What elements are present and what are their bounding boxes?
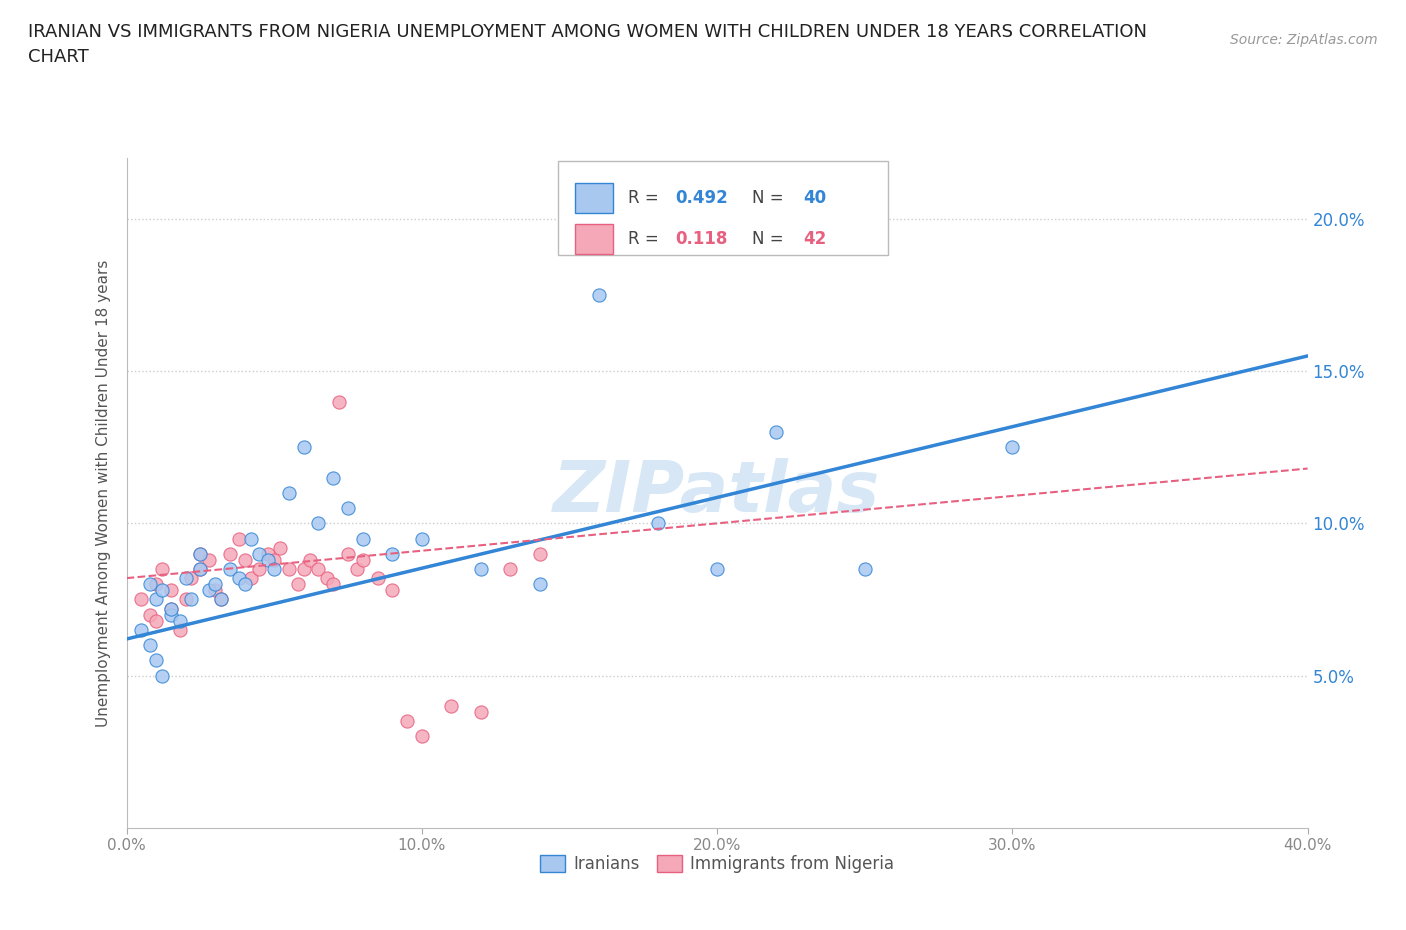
Point [188, 562, 212, 577]
Point [188, 546, 212, 561]
Point [308, 562, 330, 577]
Text: 0.492: 0.492 [676, 189, 728, 206]
Point [160, 601, 183, 616]
Point [529, 577, 551, 591]
Point [470, 562, 492, 577]
Point [499, 562, 522, 577]
Point [169, 613, 191, 628]
Point [411, 531, 433, 546]
Point [204, 577, 226, 591]
Point [228, 571, 250, 586]
Point [139, 577, 162, 591]
Point [278, 485, 301, 500]
Text: N =: N = [752, 230, 789, 247]
Point [198, 552, 221, 567]
Point [233, 577, 256, 591]
Point [180, 592, 202, 607]
Point [257, 552, 280, 567]
Point [367, 571, 389, 586]
Point [322, 471, 344, 485]
Point [150, 562, 173, 577]
Point [263, 562, 285, 577]
Point [257, 546, 280, 561]
Point [209, 592, 232, 607]
Point [129, 622, 153, 637]
Point [188, 562, 212, 577]
Point [145, 592, 167, 607]
FancyBboxPatch shape [558, 162, 889, 255]
Point [298, 552, 321, 567]
Point [219, 546, 242, 561]
Text: R =: R = [628, 189, 665, 206]
Point [308, 516, 330, 531]
Point [150, 668, 173, 683]
Text: Source: ZipAtlas.com: Source: ZipAtlas.com [1230, 33, 1378, 46]
Point [145, 653, 167, 668]
Text: 40: 40 [803, 189, 827, 206]
Point [269, 540, 291, 555]
Point [1001, 440, 1024, 455]
Point [150, 583, 173, 598]
Point [352, 531, 374, 546]
Point [411, 729, 433, 744]
Text: CHART: CHART [28, 48, 89, 66]
Bar [575, 224, 613, 254]
Point [440, 698, 463, 713]
Point [647, 516, 669, 531]
Point [204, 583, 226, 598]
Point [139, 607, 162, 622]
Point [233, 552, 256, 567]
Text: N =: N = [752, 189, 789, 206]
Point [278, 562, 301, 577]
Point [209, 592, 232, 607]
Point [169, 622, 191, 637]
Text: ZIPatlas: ZIPatlas [554, 458, 880, 527]
Point [180, 571, 202, 586]
Point [470, 705, 492, 720]
Point [174, 592, 197, 607]
Point [396, 713, 419, 728]
Point [249, 546, 271, 561]
Point [588, 287, 610, 302]
Point [529, 546, 551, 561]
Point [381, 546, 404, 561]
Bar [575, 183, 613, 213]
Point [316, 571, 339, 586]
Text: 0.118: 0.118 [676, 230, 728, 247]
Point [219, 562, 242, 577]
Point [337, 500, 360, 515]
Point [145, 613, 167, 628]
Y-axis label: Unemployment Among Women with Children Under 18 years: Unemployment Among Women with Children U… [96, 259, 111, 726]
Point [129, 592, 153, 607]
Point [174, 571, 197, 586]
Point [287, 577, 309, 591]
Text: R =: R = [628, 230, 669, 247]
Point [228, 531, 250, 546]
Point [145, 577, 167, 591]
Point [198, 583, 221, 598]
Point [160, 607, 183, 622]
Point [346, 562, 368, 577]
Point [381, 583, 404, 598]
Point [139, 638, 162, 653]
Point [239, 531, 262, 546]
Legend: Iranians, Immigrants from Nigeria: Iranians, Immigrants from Nigeria [533, 848, 901, 880]
Text: IRANIAN VS IMMIGRANTS FROM NIGERIA UNEMPLOYMENT AMONG WOMEN WITH CHILDREN UNDER : IRANIAN VS IMMIGRANTS FROM NIGERIA UNEMP… [28, 23, 1147, 41]
Point [249, 562, 271, 577]
Text: 42: 42 [803, 230, 827, 247]
Point [188, 546, 212, 561]
Point [160, 583, 183, 598]
Point [328, 394, 350, 409]
Point [160, 601, 183, 616]
Point [292, 562, 315, 577]
Point [322, 577, 344, 591]
Point [292, 440, 315, 455]
Point [263, 552, 285, 567]
Point [352, 552, 374, 567]
Point [706, 562, 728, 577]
Point [765, 425, 787, 440]
Point [239, 571, 262, 586]
Point [337, 546, 360, 561]
Point [853, 562, 876, 577]
